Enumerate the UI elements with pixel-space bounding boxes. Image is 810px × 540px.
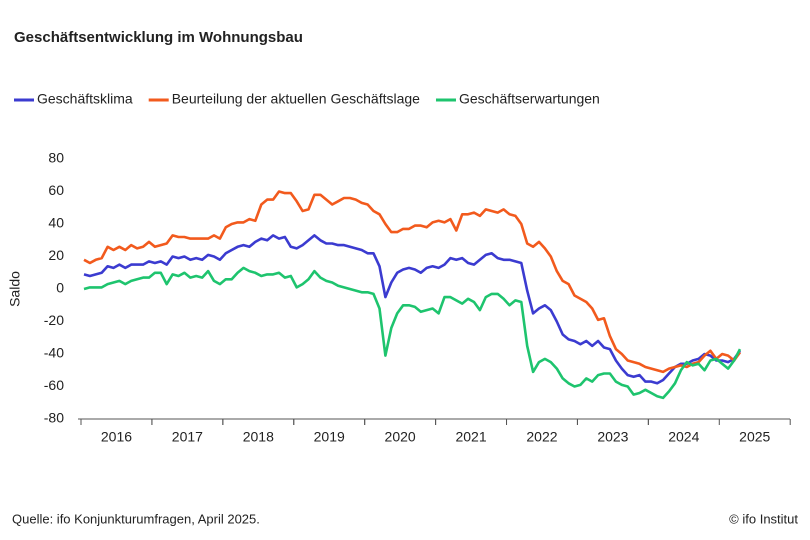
legend-label: Geschäftserwartungen (459, 91, 600, 107)
y-tick-label: 0 (56, 280, 64, 296)
y-tick-label: -60 (44, 377, 64, 393)
y-tick-label: -20 (44, 312, 64, 328)
legend-label: Beurteilung der aktuellen Geschäftslage (172, 91, 420, 107)
y-tick-label: 20 (48, 247, 64, 263)
x-tick-label: 2021 (455, 429, 486, 445)
y-tick-label: 60 (48, 182, 64, 198)
y-axis-label: Saldo (7, 271, 23, 307)
y-tick-label: -80 (44, 410, 64, 426)
x-tick-label: 2024 (668, 429, 699, 445)
x-tick-label: 2025 (739, 429, 770, 445)
series-line (83, 190, 742, 374)
y-tick-label: -40 (44, 345, 64, 361)
x-tick-label: 2016 (101, 429, 132, 445)
legend-label: Geschäftsklima (37, 91, 133, 107)
x-tick-label: 2017 (172, 429, 203, 445)
y-tick-label: 80 (48, 150, 64, 166)
x-tick-label: 2019 (314, 429, 345, 445)
x-tick-label: 2022 (526, 429, 557, 445)
x-tick-label: 2018 (243, 429, 274, 445)
series-line (83, 234, 742, 385)
chart-title: Geschäftsentwicklung im Wohnungsbau (14, 29, 303, 46)
x-tick-label: 2020 (385, 429, 416, 445)
y-tick-label: 40 (48, 215, 64, 231)
x-tick-label: 2023 (597, 429, 628, 445)
source: Quelle: ifo Konjunkturumfragen, April 20… (12, 511, 260, 526)
series-line (83, 266, 742, 400)
copyright: © ifo Institut (729, 511, 798, 526)
